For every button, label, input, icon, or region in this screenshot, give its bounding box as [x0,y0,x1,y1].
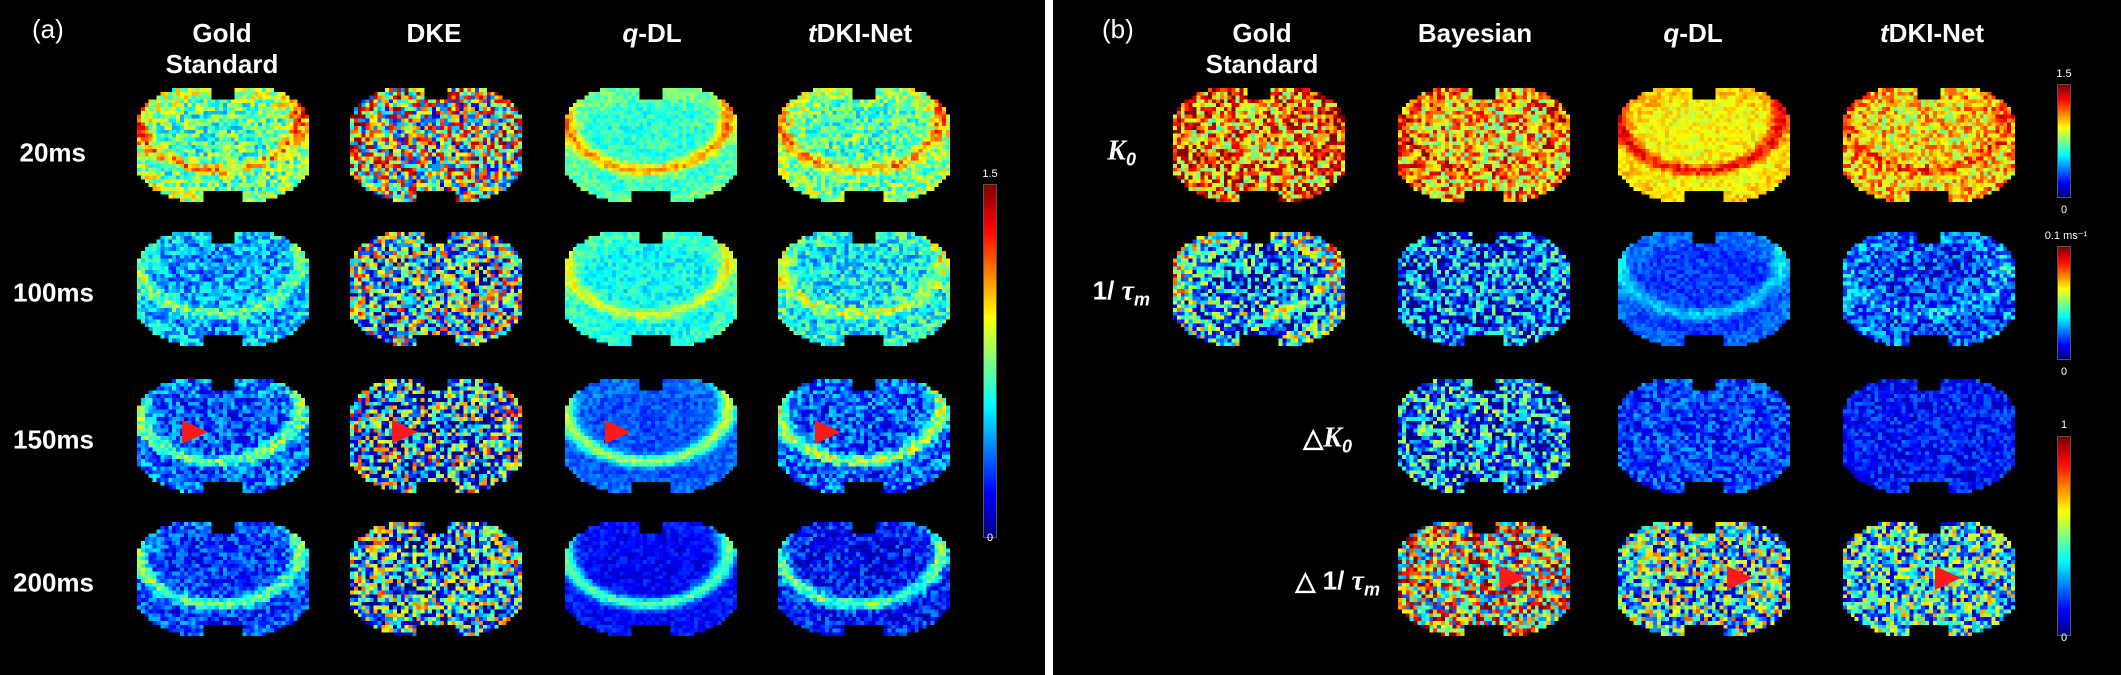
row-header-subscript: m [1133,289,1150,310]
brain-map [350,232,522,350]
brain-map [1398,88,1570,206]
brain-map [1173,88,1345,206]
panel-a-col-dke: DKE [407,18,462,49]
col-header-text: DKI-Net [816,18,913,48]
brain-map [137,522,309,640]
brain-map [778,522,950,640]
panel-a-row-150ms: 150ms [13,424,94,455]
panel-b-col-tdki-net: tDKI-Net [1880,18,1984,49]
row-header-prefix: △ [1303,422,1324,453]
panel-a-row-20ms: 20ms [19,137,87,168]
brain-map [1398,522,1570,640]
arrow-marker [605,420,631,444]
row-header-subscript: 0 [1341,436,1352,457]
arrow-marker [1500,566,1526,590]
col-header-text: -DL [638,18,682,48]
col-header-italic-letter: q [1663,18,1680,48]
panel-divider [1045,0,1053,675]
brain-map [565,232,737,350]
brain-map [137,232,309,350]
panel-a-row-200ms: 200ms [13,567,94,598]
panel-a-col-qdl: q-DL [622,18,681,49]
col-header-text: DKE [406,18,462,48]
brain-map [778,379,950,497]
panel-b-colorbar-k0-max: 1.5 [2056,68,2072,80]
brain-map [1843,88,2015,206]
brain-map [1398,379,1570,497]
arrow-marker [1935,566,1961,590]
col-header-text: Standard [165,49,279,79]
brain-map [1843,522,2015,640]
panel-b-colorbar-taum-min: 0 [2060,366,2068,378]
row-header-subscript: 0 [1125,149,1136,170]
panel-a-label: (a) [32,14,64,44]
panel-b-label: (b) [1102,14,1134,44]
col-header-text: Bayesian [1417,18,1533,48]
row-header-variable: τ [1121,275,1134,307]
panel-b-row-delta-k0: △K0 [1303,422,1352,457]
brain-map [350,379,522,497]
brain-map [1843,379,2015,497]
brain-map [1618,522,1790,640]
arrow-marker [392,420,418,444]
panel-b-row-k0: K0 [1107,135,1136,170]
row-header-variable: K [1107,135,1126,167]
brain-map [565,379,737,497]
row-header-prefix: △ 1/ [1295,565,1352,596]
panel-b-colorbar-delta-min: 0 [2060,632,2068,644]
panel-a-colorbar-max: 1.5 [982,168,998,180]
arrow-marker [182,420,208,444]
panel-b-colorbar-delta [2057,436,2071,636]
brain-map [1618,232,1790,350]
brain-map [137,379,309,497]
panel-b-colorbar-taum [2057,246,2071,360]
arrow-marker [1727,566,1753,590]
panel-b-col-qdl: q-DL [1663,18,1722,49]
col-header-text: Standard [1205,49,1319,79]
col-header-italic-letter: t [807,18,817,48]
col-header-italic-letter: t [1879,18,1889,48]
brain-map [137,88,309,206]
panel-b-colorbar-delta-max: 1 [2060,419,2068,431]
brain-map [350,522,522,640]
col-header-text: Gold [1232,18,1292,48]
brain-map [1618,379,1790,497]
brain-map [778,232,950,350]
panel-a-col-gold-standard: Gold Standard [166,18,279,80]
brain-map [1398,232,1570,350]
col-header-italic-letter: q [622,18,639,48]
panel-b-colorbar-k0 [2057,84,2071,198]
panel-b-row-delta-inv-taum: △ 1/ τm [1295,565,1380,600]
row-header-subscript: m [1363,579,1380,600]
brain-map [1173,232,1345,350]
panel-b-col-bayesian: Bayesian [1418,18,1532,49]
panel-a-row-100ms: 100ms [13,277,94,308]
panel-a-colorbar-min: 0 [986,532,994,544]
panel-a-col-tdki-net: tDKI-Net [808,18,912,49]
col-header-text: -DL [1679,18,1723,48]
row-header-variable: K [1323,422,1342,454]
brain-map [350,88,522,206]
brain-map [565,88,737,206]
col-header-text: Gold [192,18,252,48]
row-header-prefix: 1/ [1092,275,1122,306]
panel-b-colorbar-taum-max: 0.1 ms⁻¹ [2044,230,2088,242]
col-header-text: DKI-Net [1888,18,1985,48]
brain-map [778,88,950,206]
panel-b-colorbar-k0-min: 0 [2060,204,2068,216]
panel-a-colorbar [983,184,997,538]
panel-b-col-gold-standard: Gold Standard [1206,18,1319,80]
brain-map [1843,232,2015,350]
brain-map [1618,88,1790,206]
row-header-variable: τ [1351,565,1364,597]
panel-b-row-inv-taum: 1/ τm [1093,275,1150,310]
brain-map [565,522,737,640]
arrow-marker [815,420,841,444]
